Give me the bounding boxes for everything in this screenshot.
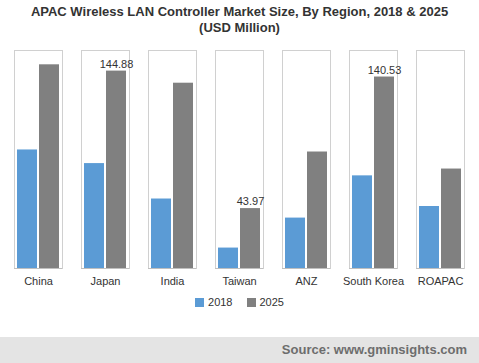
svg-text:South Korea: South Korea bbox=[343, 275, 405, 287]
svg-text:ANZ: ANZ bbox=[296, 275, 318, 287]
svg-text:Japan: Japan bbox=[91, 275, 121, 287]
svg-text:China: China bbox=[24, 275, 54, 287]
svg-text:144.88: 144.88 bbox=[100, 58, 134, 70]
html-text:2025: 2025 bbox=[259, 296, 284, 308]
svg-text:Taiwan: Taiwan bbox=[222, 275, 256, 287]
svg-text:140.53: 140.53 bbox=[368, 64, 402, 76]
svg-text:43.97: 43.97 bbox=[237, 195, 265, 207]
html-text:APAC Wireless LAN Controller M: APAC Wireless LAN Controller Market Size… bbox=[30, 4, 449, 35]
html-text:Source: www.gminsights.com: Source: www.gminsights.com bbox=[281, 342, 467, 357]
svg-text:ROAPAC: ROAPAC bbox=[418, 275, 464, 287]
svg-text:India: India bbox=[161, 275, 186, 287]
html-text:2018: 2018 bbox=[208, 296, 233, 308]
